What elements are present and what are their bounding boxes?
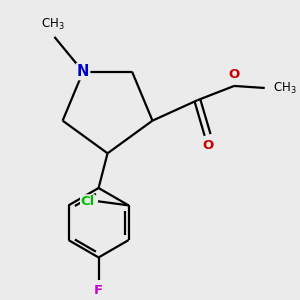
Text: F: F: [94, 284, 103, 297]
Text: CH$_3$: CH$_3$: [273, 80, 297, 95]
Text: N: N: [77, 64, 89, 79]
Text: CH$_3$: CH$_3$: [40, 17, 64, 32]
Text: O: O: [229, 68, 240, 81]
Text: Cl: Cl: [80, 195, 95, 208]
Text: O: O: [202, 139, 213, 152]
